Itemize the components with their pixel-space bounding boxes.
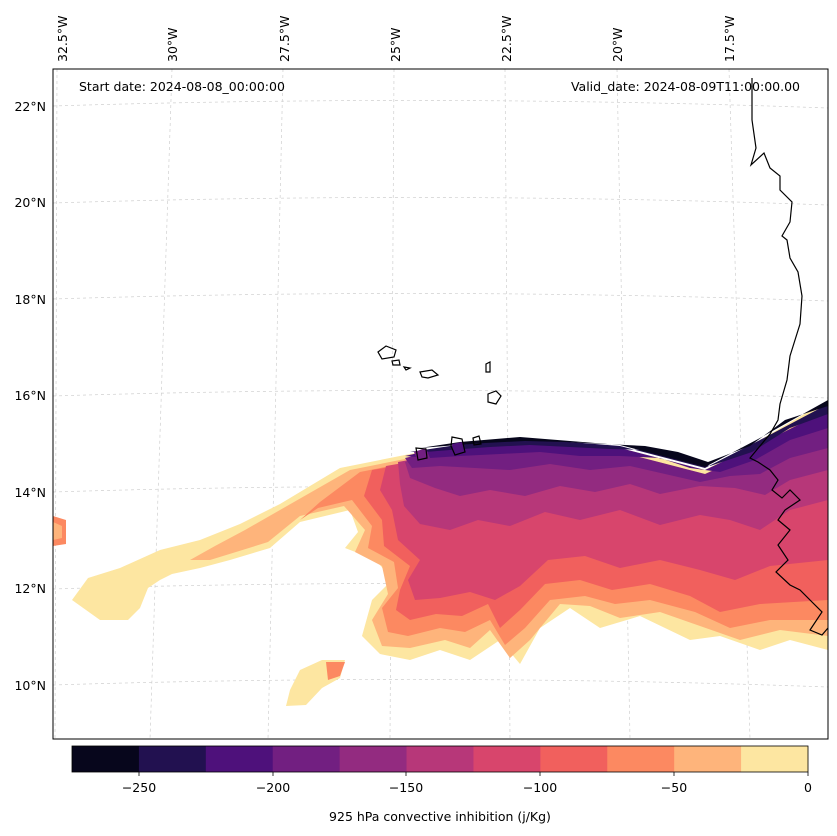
lat-label-22n: 22°N	[14, 99, 46, 114]
lon-label-25w: 25°W	[388, 27, 403, 62]
island-boa-vista	[487, 390, 502, 405]
colorbar-swatch-10	[741, 746, 809, 772]
africa-coastline	[749, 78, 828, 636]
island-santa-luzia	[402, 366, 412, 371]
colorbar-swatch-0	[72, 746, 140, 772]
coastlines	[377, 78, 828, 636]
colorbar-frame	[71, 745, 809, 773]
lon-label-32-5w: 32.5°W	[55, 16, 70, 62]
colorbar-label: 925 hPa convective inhibition (j/Kg)	[329, 809, 551, 824]
island-fogo	[415, 447, 428, 461]
island-maio	[472, 435, 482, 446]
colorbar-swatch-8	[607, 746, 675, 772]
island-santiago	[450, 436, 466, 456]
lon-label-20w: 20°W	[610, 27, 625, 62]
valid-date-label: Valid_date: 2024-08-09T11:00:00.00	[571, 79, 800, 94]
colorbar-swatch-6	[473, 746, 541, 772]
cb-tick-0: 0	[804, 780, 812, 795]
colorbar-swatch-7	[540, 746, 608, 772]
colorbar-swatch-5	[406, 746, 474, 772]
map-frame	[52, 68, 829, 740]
lat-label-16n: 16°N	[14, 388, 46, 403]
cin-band-purple	[405, 416, 828, 482]
island-sal	[485, 361, 491, 373]
lat-label-10n: 10°N	[14, 678, 46, 693]
colorbar-swatches	[72, 746, 809, 772]
cin-blob-west-inner	[53, 522, 62, 540]
lat-label-14n: 14°N	[14, 485, 46, 500]
cb-tick-m150: −150	[389, 780, 423, 795]
island-sao-vicente	[391, 359, 401, 366]
longitude-labels: 32.5°W 30°W 27.5°W 25°W 22.5°W 20°W 17.5…	[55, 16, 737, 62]
island-santo-antao	[377, 345, 397, 360]
cb-tick-m200: −200	[256, 780, 290, 795]
lon-label-17-5w: 17.5°W	[722, 16, 737, 62]
colorbar-swatch-9	[674, 746, 742, 772]
latitude-labels: 22°N 20°N 18°N 16°N 14°N 12°N 10°N	[14, 99, 46, 693]
island-sao-nicolau	[419, 369, 440, 379]
cb-tick-m100: −100	[523, 780, 557, 795]
lat-label-18n: 18°N	[14, 292, 46, 307]
cin-blob-southwest-inner	[326, 662, 345, 680]
lat-label-20n: 20°N	[14, 195, 46, 210]
colorbar-swatch-2	[205, 746, 274, 772]
lon-label-22-5w: 22.5°W	[499, 16, 514, 62]
cb-tick-m50: −50	[661, 780, 687, 795]
lat-label-12n: 12°N	[14, 581, 46, 596]
colorbar: −250 −200 −150 −100 −50 0 925 hPa convec…	[71, 745, 812, 824]
colorbar-ticks	[138, 772, 809, 776]
cb-tick-m250: −250	[122, 780, 156, 795]
cin-filled-contours	[53, 400, 828, 706]
start-date-label: Start date: 2024-08-08_00:00:00	[79, 79, 285, 94]
colorbar-swatch-3	[272, 746, 341, 772]
lon-label-27-5w: 27.5°W	[277, 16, 292, 62]
lon-label-30w: 30°W	[165, 27, 180, 62]
colorbar-swatch-4	[339, 746, 408, 772]
colorbar-swatch-1	[138, 746, 207, 772]
